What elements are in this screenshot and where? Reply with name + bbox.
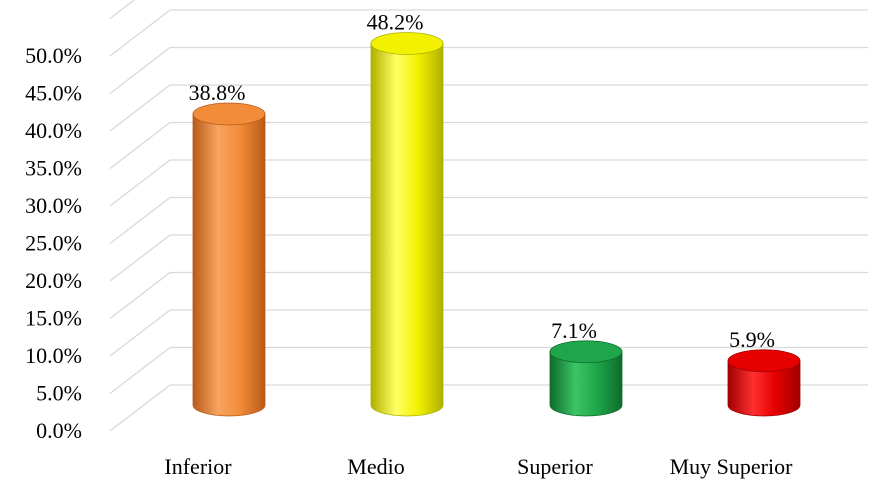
x-category-label: Superior bbox=[517, 454, 593, 479]
data-label: 7.1% bbox=[551, 318, 597, 343]
data-labels: 38.8% 48.2% 7.1% 5.9% bbox=[189, 10, 775, 352]
bar-muy-superior bbox=[727, 349, 801, 417]
y-tick-label: 25.0% bbox=[25, 231, 82, 256]
y-axis-ticks: 0.0% 5.0% 10.0% 15.0% 20.0% 25.0% 30.0% 35.0% 40… bbox=[25, 43, 82, 443]
bar-inferior bbox=[192, 102, 266, 417]
y-tick-label: 50.0% bbox=[25, 43, 82, 68]
y-tick-label: 10.0% bbox=[25, 343, 82, 368]
data-label: 38.8% bbox=[189, 80, 246, 105]
gridline bbox=[109, 0, 136, 20]
data-label: 48.2% bbox=[367, 10, 424, 35]
gridline bbox=[109, 271, 868, 320]
y-tick-label: 45.0% bbox=[25, 81, 82, 106]
y-tick-label: 40.0% bbox=[25, 118, 82, 143]
x-axis-categories: Inferior Medio Superior Muy Superior bbox=[164, 454, 793, 479]
gridline bbox=[109, 234, 868, 282]
gridlines bbox=[109, 0, 868, 432]
gridline bbox=[109, 46, 868, 95]
data-label: 5.9% bbox=[729, 327, 775, 352]
y-tick-label: 5.0% bbox=[36, 381, 82, 406]
gridline bbox=[109, 121, 868, 170]
bars bbox=[192, 32, 801, 417]
gridline bbox=[109, 9, 868, 57]
y-tick-label: 0.0% bbox=[36, 418, 82, 443]
bar-medio bbox=[370, 32, 444, 417]
gridline bbox=[109, 196, 868, 245]
gridline bbox=[109, 346, 868, 395]
gridline bbox=[109, 309, 868, 357]
y-tick-label: 35.0% bbox=[25, 156, 82, 181]
x-category-label: Medio bbox=[347, 454, 404, 479]
y-tick-label: 15.0% bbox=[25, 306, 82, 331]
bar-superior bbox=[549, 340, 623, 417]
x-category-label: Muy Superior bbox=[670, 454, 794, 479]
x-category-label: Inferior bbox=[164, 454, 232, 479]
gridline bbox=[109, 84, 868, 132]
gridline bbox=[109, 159, 868, 207]
y-tick-label: 30.0% bbox=[25, 193, 82, 218]
y-tick-label: 20.0% bbox=[25, 268, 82, 293]
